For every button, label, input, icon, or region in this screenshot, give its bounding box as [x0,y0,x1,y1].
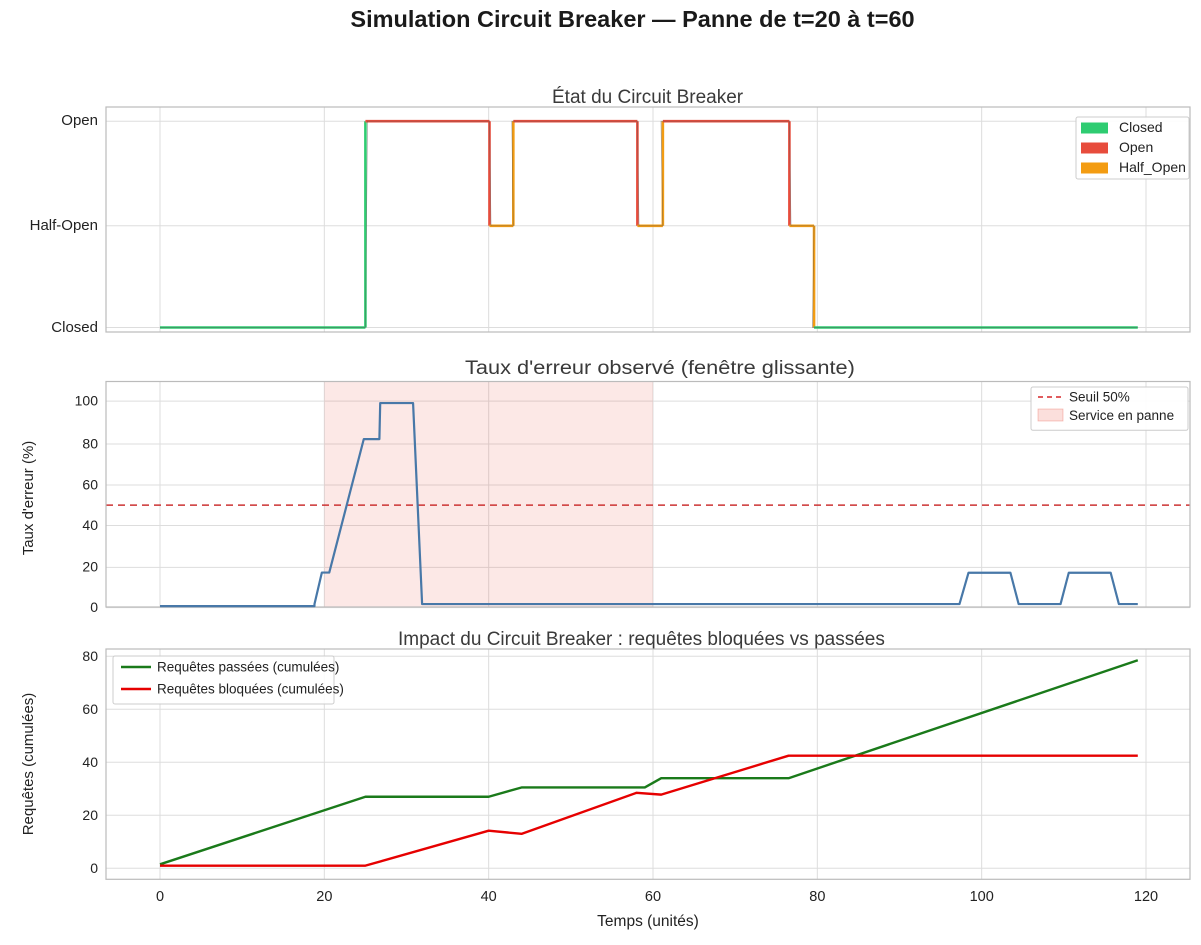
svg-text:Temps (unités): Temps (unités) [597,913,699,930]
svg-text:120: 120 [1134,889,1158,905]
svg-text:20: 20 [82,807,98,823]
svg-text:40: 40 [481,889,497,905]
svg-text:0: 0 [90,860,98,876]
svg-text:100: 100 [970,889,994,905]
svg-text:80: 80 [809,889,825,905]
svg-text:0: 0 [156,889,164,905]
svg-text:60: 60 [82,701,98,717]
svg-text:40: 40 [82,754,98,770]
svg-text:Requêtes bloquées (cumulées): Requêtes bloquées (cumulées) [157,682,344,697]
svg-text:Requêtes passées (cumulées): Requêtes passées (cumulées) [157,660,339,675]
svg-text:20: 20 [316,889,332,905]
svg-text:80: 80 [82,648,98,664]
svg-text:Requêtes (cumulées): Requêtes (cumulées) [20,693,37,836]
svg-text:60: 60 [645,889,661,905]
